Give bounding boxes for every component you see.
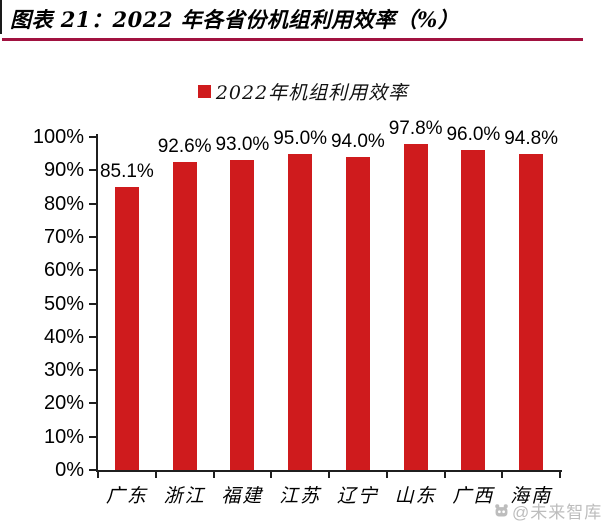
x-axis-tick — [385, 470, 388, 478]
figure-title: 图表 21：2022 年各省份机组利用效率（%） — [10, 7, 460, 32]
watermark: @未来智库 — [493, 498, 602, 523]
bar — [519, 154, 544, 470]
y-axis-tick — [89, 335, 96, 338]
y-axis-tick-label: 100% — [32, 126, 84, 148]
x-axis-tick — [443, 470, 446, 478]
bar — [172, 161, 197, 470]
bar-value-label: 94.0% — [330, 130, 385, 152]
legend-label: 2022年机组利用效率 — [215, 82, 409, 104]
x-axis-category-label: 山东 — [394, 485, 437, 507]
bar-value-label: 95.0% — [273, 127, 328, 149]
watermark-text: @未来智库 — [512, 503, 603, 522]
y-axis-tick — [89, 169, 96, 172]
y-axis-tick-label: 0% — [55, 459, 84, 481]
y-axis-tick-label: 20% — [43, 392, 84, 415]
bar — [461, 150, 486, 470]
y-axis-tick-label: 60% — [43, 259, 84, 282]
bar-value-label: 85.1% — [99, 160, 154, 182]
x-axis-tick — [154, 470, 157, 478]
x-axis-tick — [212, 470, 215, 478]
bar-value-label: 94.8% — [504, 128, 559, 150]
x-axis-tick — [501, 470, 504, 478]
y-axis-tick — [89, 435, 96, 438]
y-axis-tick — [89, 269, 96, 272]
bar-value-label: 96.0% — [446, 124, 501, 146]
bar — [114, 186, 139, 470]
title-underline — [2, 38, 583, 41]
y-axis-line — [96, 134, 98, 472]
x-axis-category-label: 辽宁 — [336, 485, 379, 507]
chart-legend: 2022年机组利用效率 — [0, 78, 606, 105]
bar-value-label: 93.0% — [215, 134, 270, 156]
bar-value-label: 97.8% — [388, 118, 443, 140]
x-axis-category-label: 广东 — [105, 485, 148, 507]
y-axis-tick — [89, 469, 96, 471]
bar — [230, 160, 255, 470]
x-axis-tick — [328, 470, 330, 478]
y-axis-tick — [89, 202, 96, 205]
y-axis-tick — [89, 136, 96, 138]
x-axis-category-label: 江苏 — [279, 485, 322, 507]
y-axis-tick-label: 70% — [43, 225, 84, 248]
y-axis-tick — [89, 402, 96, 405]
bar-chart: 2022年机组利用效率 0% 10% 20% 30% 40% 50% 60% 70% 80% 90… — [0, 44, 606, 527]
x-axis-category-label: 浙江 — [163, 485, 206, 507]
x-axis-tick — [270, 470, 273, 478]
brand-logo-icon — [495, 504, 508, 517]
bar-value-label: 92.6% — [157, 135, 212, 157]
y-axis-tick-label: 90% — [43, 159, 84, 182]
y-axis-tick — [89, 369, 96, 372]
y-axis-tick-label: 10% — [43, 425, 84, 448]
y-axis-tick-label: 80% — [43, 192, 84, 215]
bar — [288, 153, 313, 470]
y-axis-tick — [89, 302, 96, 305]
y-axis-tick-label: 50% — [43, 292, 84, 315]
bar — [345, 156, 370, 470]
x-axis-tick — [97, 470, 99, 478]
x-axis-category-label: 广西 — [452, 485, 495, 507]
x-axis-category-label: 福建 — [221, 485, 264, 507]
x-axis-category-label: 海南 — [510, 485, 553, 507]
title-left-border — [0, 0, 2, 34]
legend-swatch-icon — [197, 85, 211, 98]
x-axis-tick — [559, 470, 561, 478]
bar — [403, 144, 428, 470]
y-axis-tick — [89, 235, 96, 238]
y-axis-tick-label: 40% — [43, 325, 84, 348]
y-axis-tick-label: 30% — [43, 359, 84, 382]
